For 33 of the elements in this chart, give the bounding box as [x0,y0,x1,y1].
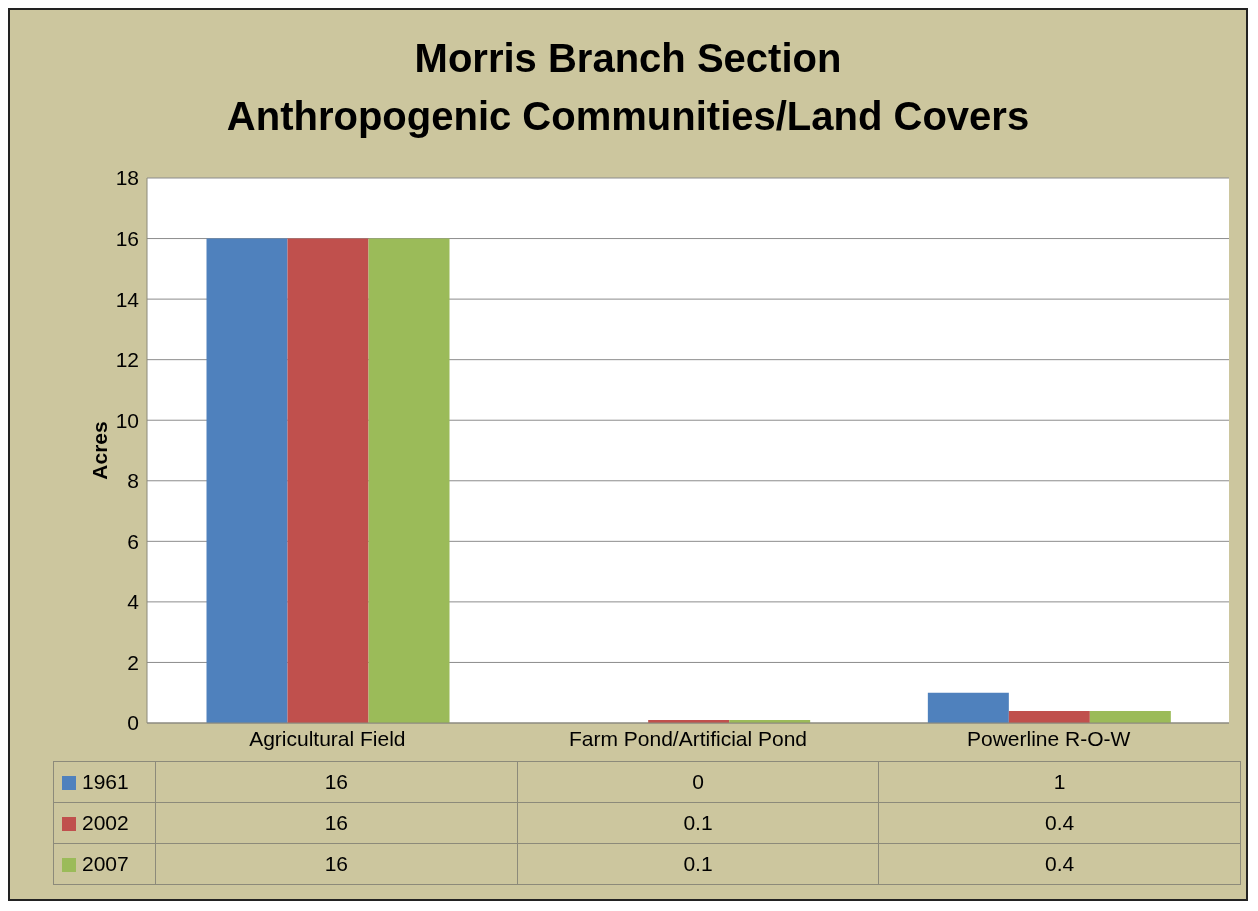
x-tick-label: Powerline R-O-W [966,726,1131,750]
bar [206,238,288,723]
bar [368,238,450,723]
data-label: 0.4 [878,802,1241,844]
legend-label: 1961 [82,770,129,794]
y-tick-label: 4 [127,590,140,614]
bar [1089,710,1171,723]
y-tick-label: 0 [127,711,139,735]
data-label: 16 [155,802,518,844]
data-label: 16 [155,761,518,803]
y-tick-label: 12 [115,348,139,372]
bar [927,692,1009,723]
data-label: 0.4 [878,843,1241,885]
legend-label: 2007 [82,852,129,876]
y-axis-title: Acres [88,421,112,480]
y-tick-label: 2 [127,650,139,674]
y-tick-label: 18 [115,166,139,190]
x-tick-label: Agricultural Field [249,726,406,750]
data-label: 0.1 [517,843,879,885]
bar [1008,710,1090,723]
y-tick-label: 14 [115,287,140,311]
chart-title: Morris Branch Section Anthropogenic Communities/Land Covers [225,34,1031,140]
y-tick-label: 16 [115,227,139,251]
x-tick-label: Farm Pond/Artificial Pond [568,726,808,750]
y-tick-label: 8 [127,469,139,493]
y-tick-label: 6 [127,529,139,553]
legend-label: 2002 [82,811,129,835]
y-tick-label: 10 [115,408,139,432]
bar [287,238,369,723]
data-label: 16 [155,843,518,885]
data-label: 0.1 [517,802,879,844]
data-label: 1 [878,761,1241,803]
data-label: 0 [517,761,879,803]
